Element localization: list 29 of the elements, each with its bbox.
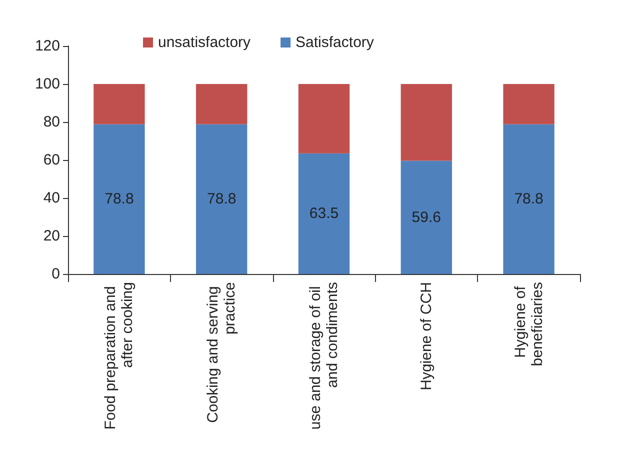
- bar: [196, 124, 248, 274]
- bar: [94, 84, 145, 124]
- data-label: 59.6: [412, 208, 441, 226]
- y-tick-label: 100: [34, 76, 60, 92]
- bar: [400, 84, 452, 161]
- y-tick-label: 20: [43, 228, 60, 244]
- bar: [400, 160, 452, 274]
- x-tick-label: Hygiene of CCH: [418, 282, 435, 390]
- y-tick-label: 60: [43, 152, 60, 168]
- x-tick-label: use and storage of oil and condiments: [307, 282, 341, 430]
- data-label: 78.8: [207, 190, 236, 208]
- legend-label: Satisfactory: [296, 34, 374, 51]
- x-tick-label: Cooking and serving practice: [204, 282, 239, 423]
- x-tick-label: Food preparation and after cooking: [102, 282, 136, 430]
- data-label: 78.8: [104, 190, 134, 208]
- data-label: 78.8: [514, 190, 544, 208]
- y-tick-label: 0: [52, 266, 60, 282]
- x-tick-label: Hygiene of beneficiaries: [512, 282, 546, 366]
- bar: [503, 84, 554, 124]
- y-tick-label: 80: [43, 114, 60, 130]
- bar: [298, 153, 350, 274]
- bar: [503, 124, 554, 274]
- y-tick-label: 40: [43, 190, 60, 206]
- bar: [298, 84, 350, 154]
- bar: [94, 124, 145, 274]
- bar: [196, 84, 248, 124]
- data-label: 63.5: [309, 205, 339, 222]
- y-tick-label: 120: [34, 38, 60, 54]
- legend-label: unsatisfactory: [158, 34, 252, 51]
